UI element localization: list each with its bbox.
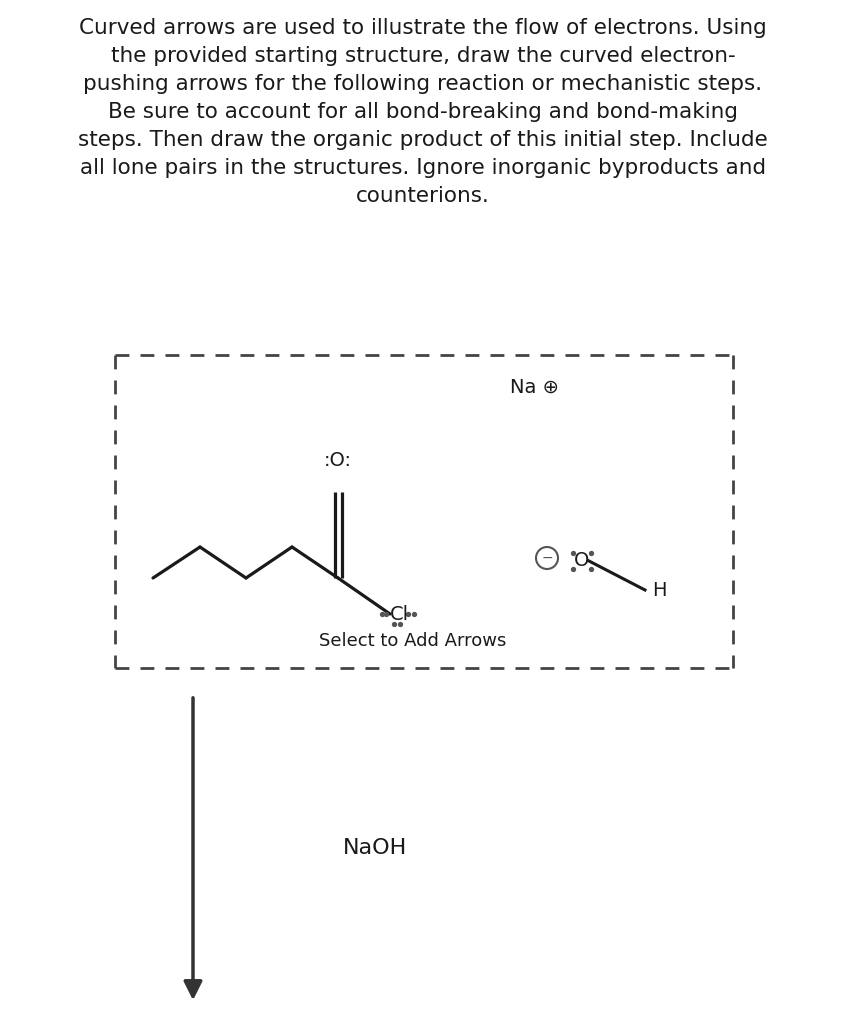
Text: all lone pairs in the structures. Ignore inorganic byproducts and: all lone pairs in the structures. Ignore…	[80, 158, 766, 178]
Text: Curved arrows are used to illustrate the flow of electrons. Using: Curved arrows are used to illustrate the…	[79, 18, 767, 38]
Text: NaOH: NaOH	[343, 838, 407, 858]
Text: Na ⊕: Na ⊕	[511, 378, 560, 397]
Text: H: H	[652, 582, 667, 600]
Text: steps. Then draw the organic product of this initial step. Include: steps. Then draw the organic product of …	[78, 130, 768, 150]
Text: Be sure to account for all bond-breaking and bond-making: Be sure to account for all bond-breaking…	[108, 102, 738, 122]
Text: Select to Add Arrows: Select to Add Arrows	[319, 632, 507, 650]
Text: counterions.: counterions.	[356, 186, 490, 206]
Text: :O:: :O:	[324, 451, 352, 470]
Text: −: −	[541, 551, 553, 565]
Text: Cl: Cl	[390, 604, 409, 624]
Text: O: O	[574, 552, 590, 570]
Text: the provided starting structure, draw the curved electron-: the provided starting structure, draw th…	[111, 46, 735, 66]
Text: pushing arrows for the following reaction or mechanistic steps.: pushing arrows for the following reactio…	[84, 74, 762, 94]
